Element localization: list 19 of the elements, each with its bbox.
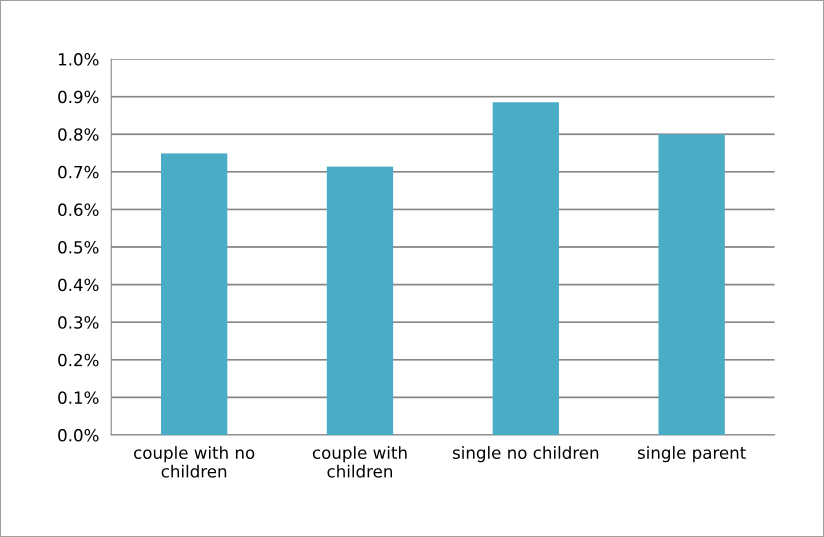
y-tick-label: 0.6%	[58, 203, 99, 216]
y-tick-label: 0.7%	[58, 166, 99, 178]
bar	[658, 134, 725, 435]
x-tick-label: couple with children	[312, 446, 407, 478]
y-tick-label: 0.5%	[58, 240, 99, 254]
y-tick-label: 0.8%	[58, 128, 99, 141]
y-tick-label: 0.4%	[58, 278, 99, 292]
bar	[326, 166, 394, 435]
y-tick-label: 0.2%	[58, 354, 99, 366]
bar	[160, 153, 228, 435]
x-tick-label: couple with no children	[134, 446, 254, 478]
y-tick-label: 0.3%	[58, 316, 99, 329]
x-tick-label: single parent	[638, 446, 746, 462]
y-tick-label: 0.0%	[58, 428, 99, 442]
bar	[492, 102, 559, 435]
x-tick-label: single no children	[452, 446, 598, 462]
y-tick-label: 0.9%	[58, 90, 99, 104]
y-tick-label: 0.1%	[58, 391, 99, 404]
y-tick-label: 1.0%	[58, 53, 99, 66]
